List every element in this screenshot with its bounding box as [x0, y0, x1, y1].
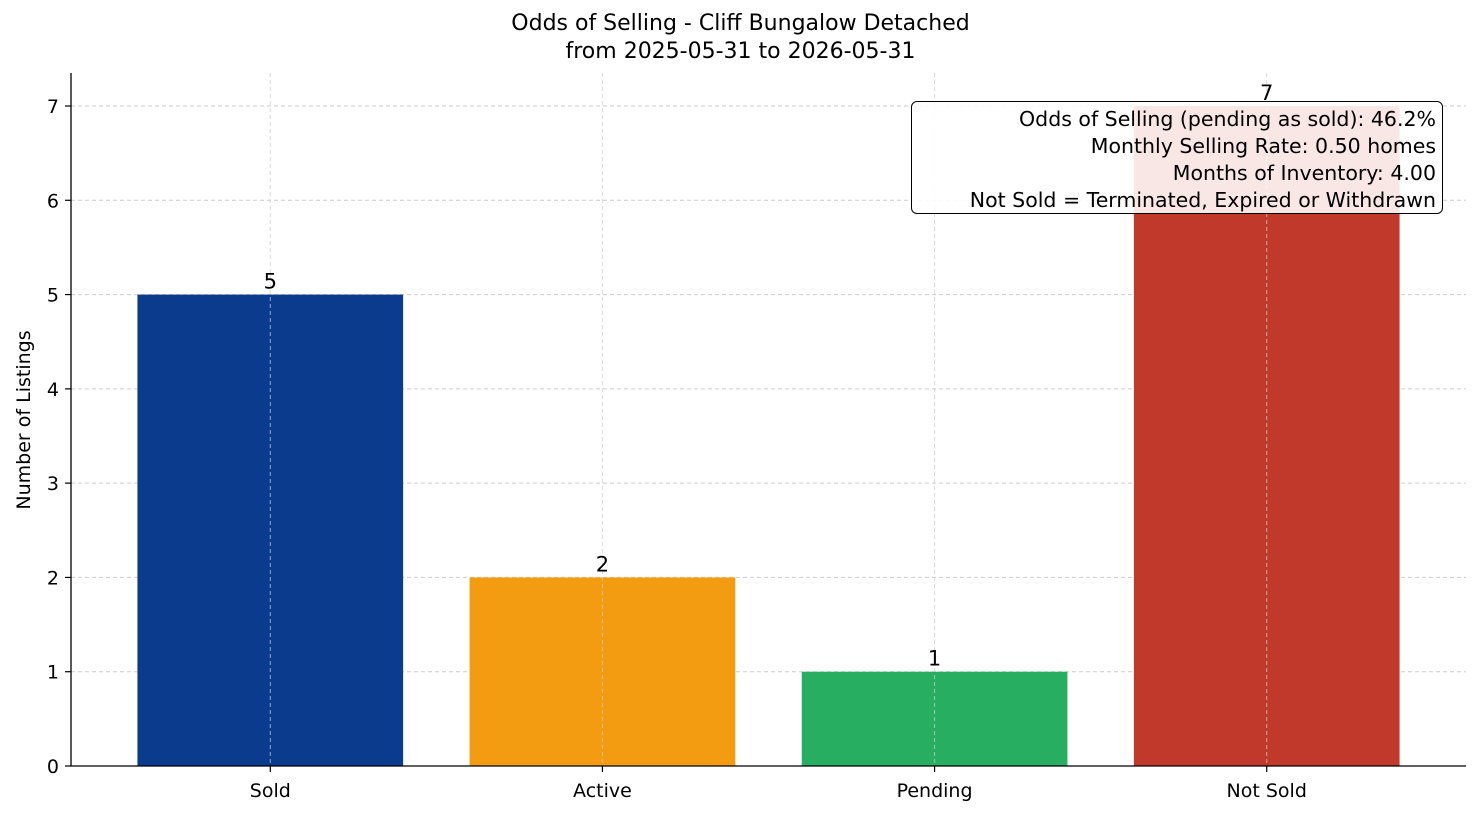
y-tick-label: 2 [47, 567, 59, 589]
y-tick-label: 4 [47, 379, 59, 401]
annotation-months-inventory: Months of Inventory: 4.00 [1172, 161, 1436, 185]
y-tick-label: 3 [47, 473, 59, 495]
bar-value-label: 5 [264, 270, 277, 294]
x-tick-label: Sold [250, 780, 291, 802]
bar-value-label: 1 [928, 647, 941, 671]
y-tick-label: 7 [47, 96, 59, 118]
x-tick-label: Pending [897, 780, 973, 802]
annotation-not-sold-note: Not Sold = Terminated, Expired or Withdr… [969, 188, 1436, 212]
stats-annotation-box: Odds of Selling (pending as sold): 46.2%… [911, 101, 1443, 214]
chart-title: Odds of Selling - Cliff Bungalow Detache… [511, 11, 970, 36]
chart-subtitle: from 2025-05-31 to 2026-05-31 [565, 39, 916, 64]
annotation-odds: Odds of Selling (pending as sold): 46.2% [1019, 107, 1436, 131]
axes [65, 73, 1466, 772]
labels: 0 1 2 3 4 5 6 7 Sold Active Pending Not Sold 5 2 1 7 [47, 81, 1307, 802]
annotation-selling-rate: Monthly Selling Rate: 0.50 homes [1090, 134, 1436, 158]
y-tick-label: 0 [47, 756, 59, 778]
y-axis-label: Number of Listings [13, 330, 35, 509]
x-tick-label: Not Sold [1227, 780, 1307, 802]
bar-value-label: 2 [596, 552, 609, 576]
y-tick-label: 1 [47, 662, 59, 684]
y-tick-label: 5 [47, 285, 59, 307]
y-tick-label: 6 [47, 190, 59, 212]
bar-value-label: 7 [1260, 81, 1273, 105]
x-tick-label: Active [573, 780, 632, 802]
